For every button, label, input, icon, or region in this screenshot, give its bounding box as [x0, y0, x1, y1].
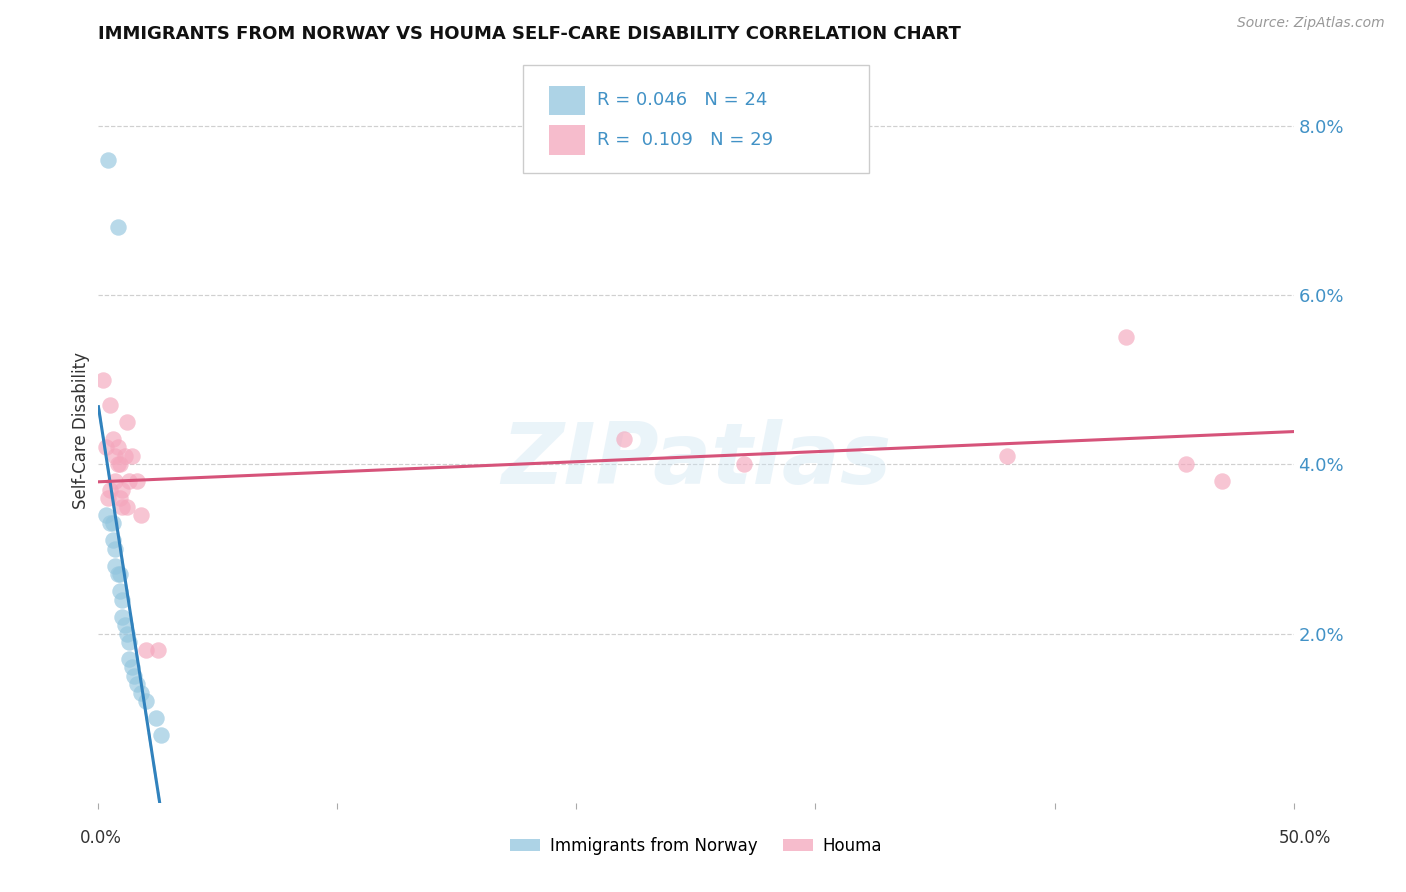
Point — [101, 533, 124, 548]
Point — [1175, 457, 1198, 471]
Text: R = 0.046   N = 24: R = 0.046 N = 24 — [596, 92, 768, 110]
Point — [101, 432, 124, 446]
Point — [1211, 474, 1233, 488]
Point — [1115, 330, 1137, 344]
Point — [108, 491, 131, 505]
Point — [111, 592, 134, 607]
Point — [149, 728, 172, 742]
Point — [114, 449, 136, 463]
Point — [148, 643, 170, 657]
Point — [121, 449, 143, 463]
Point — [104, 541, 127, 556]
Point — [108, 567, 131, 582]
Point — [118, 635, 141, 649]
Point — [115, 626, 138, 640]
Point — [101, 516, 124, 531]
FancyBboxPatch shape — [523, 65, 869, 173]
Point — [94, 440, 117, 454]
Point — [104, 449, 127, 463]
Point — [131, 686, 153, 700]
Text: ZIPatlas: ZIPatlas — [501, 418, 891, 501]
Point — [104, 558, 127, 573]
Point — [135, 694, 157, 708]
Point — [995, 449, 1018, 463]
Point — [135, 643, 157, 657]
Text: Source: ZipAtlas.com: Source: ZipAtlas.com — [1237, 16, 1385, 30]
Text: 0.0%: 0.0% — [80, 829, 122, 847]
Point — [115, 500, 138, 514]
Point — [97, 153, 120, 167]
Point — [111, 483, 134, 497]
Point — [107, 220, 129, 235]
FancyBboxPatch shape — [548, 86, 585, 115]
Point — [111, 609, 134, 624]
Point — [613, 432, 636, 446]
Text: 50.0%: 50.0% — [1278, 829, 1331, 847]
Point — [98, 483, 122, 497]
Point — [107, 440, 129, 454]
Point — [114, 618, 136, 632]
Point — [124, 669, 146, 683]
Point — [107, 567, 129, 582]
FancyBboxPatch shape — [548, 125, 585, 155]
Point — [115, 415, 138, 429]
Point — [111, 500, 134, 514]
Point — [121, 660, 143, 674]
Point — [733, 457, 755, 471]
Text: R =  0.109   N = 29: R = 0.109 N = 29 — [596, 131, 773, 149]
Point — [94, 508, 117, 522]
Point — [145, 711, 167, 725]
Point — [125, 474, 148, 488]
Legend: Immigrants from Norway, Houma: Immigrants from Norway, Houma — [503, 830, 889, 862]
Point — [118, 474, 141, 488]
Point — [108, 584, 131, 599]
Point — [125, 677, 148, 691]
Point — [98, 516, 122, 531]
Point — [118, 652, 141, 666]
Y-axis label: Self-Care Disability: Self-Care Disability — [72, 351, 90, 509]
Point — [104, 474, 127, 488]
Point — [98, 398, 122, 412]
Text: IMMIGRANTS FROM NORWAY VS HOUMA SELF-CARE DISABILITY CORRELATION CHART: IMMIGRANTS FROM NORWAY VS HOUMA SELF-CAR… — [98, 25, 962, 43]
Point — [107, 457, 129, 471]
Point — [91, 373, 114, 387]
Point — [131, 508, 153, 522]
Point — [108, 457, 131, 471]
Point — [97, 491, 120, 505]
